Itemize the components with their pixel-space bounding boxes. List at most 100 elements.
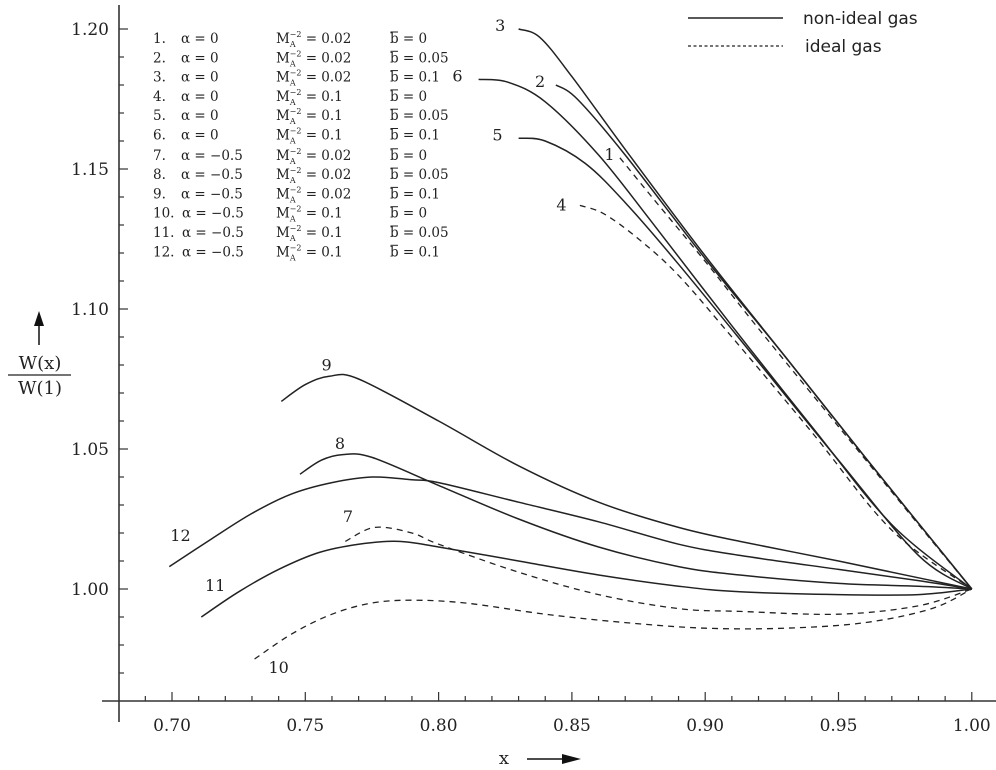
legend-label-ideal: ideal gas: [805, 37, 882, 57]
param-index: 9.: [153, 186, 166, 202]
param-row: 2. α = 0 MA−2 = 0.02 b = 0.05: [153, 49, 449, 68]
param-mach-value: = 0.02: [301, 50, 351, 66]
param-row: 8. α = −0.5 MA−2 = 0.02 b = 0.05: [153, 166, 449, 185]
param-mach: MA−2 = 0.1: [276, 127, 343, 146]
param-index: 10.: [153, 206, 174, 222]
param-mach-value: = 0.02: [301, 31, 351, 47]
curve-label-4: 4: [556, 195, 566, 214]
legend-label-non-ideal: non-ideal gas: [803, 9, 918, 29]
param-mach: MA−2 = 0.1: [276, 205, 343, 224]
param-b: b = 0.05: [390, 167, 449, 183]
param-index: 7.: [153, 148, 166, 164]
curve-label-7: 7: [343, 507, 353, 526]
y-tick-label: 1.00: [71, 580, 109, 600]
y-label-numerator: W(x): [19, 353, 62, 374]
param-mach-sub: A: [289, 215, 296, 224]
param-mach-value: = 0.1: [301, 206, 342, 222]
curve-8: [299, 453, 972, 590]
param-mach-sup: −2: [290, 185, 302, 194]
param-b: b = 0: [390, 31, 427, 47]
curve-label-9: 9: [322, 356, 332, 375]
param-mach: MA−2 = 0.1: [276, 224, 343, 243]
param-row: 11. α = −0.5 MA−2 = 0.1 b = 0.05: [153, 224, 449, 243]
y-tick-label: 1.20: [71, 20, 109, 40]
param-alpha: α = −0.5: [182, 244, 244, 260]
param-mach-sup: −2: [290, 205, 302, 214]
param-mach-sub: A: [289, 59, 296, 68]
param-mach-value: = 0.1: [301, 244, 342, 260]
curve-6: [478, 78, 973, 590]
param-mach-sup: −2: [290, 224, 302, 233]
param-mach-sub: A: [289, 157, 296, 166]
param-index: 1.: [153, 31, 166, 47]
curve-4: [579, 204, 973, 590]
param-mach: MA−2 = 0.1: [276, 107, 343, 126]
param-alpha: α = 0: [181, 128, 219, 144]
x-tick-label: 0.75: [286, 716, 324, 736]
param-b: b = 0.05: [390, 50, 449, 66]
curve-label-6: 6: [452, 67, 462, 86]
curve-11: [200, 540, 972, 618]
param-row: 7. α = −0.5 MA−2 = 0.02 b = 0: [153, 147, 427, 166]
param-alpha: α = −0.5: [182, 206, 244, 222]
param-row: 5. α = 0 MA−2 = 0.1 b = 0.05: [153, 107, 449, 126]
param-b: b = 0: [390, 89, 427, 105]
curve-label-2: 2: [535, 72, 545, 91]
curve-10: [254, 588, 973, 660]
parameter-table: 1. α = 0 MA−2 = 0.02 b = 0 2. α = 0 MA−2 = 0.0…: [153, 30, 449, 262]
param-mach-sup: −2: [290, 49, 302, 58]
param-alpha: α = 0: [181, 31, 219, 47]
curve-label-8: 8: [335, 434, 345, 453]
param-b: b = 0: [390, 148, 427, 164]
param-mach-value: = 0.02: [301, 167, 351, 183]
curve-label-11: 11: [205, 576, 225, 595]
param-row: 4. α = 0 MA−2 = 0.1 b = 0: [153, 88, 427, 107]
x-tick-label: 0.85: [553, 716, 591, 736]
param-mach-sup: −2: [290, 69, 302, 78]
param-alpha: α = 0: [181, 50, 219, 66]
param-b: b = 0.05: [390, 225, 449, 241]
x-tick-label: 0.95: [820, 716, 858, 736]
param-index: 12.: [153, 244, 174, 260]
param-mach-sup: −2: [290, 88, 302, 97]
y-tick-label: 1.05: [71, 440, 109, 460]
param-b: b = 0.1: [390, 244, 440, 260]
param-mach-value: = 0.1: [301, 108, 342, 124]
param-alpha: α = 0: [181, 70, 219, 86]
axes: 0.70 0.75 0.80 0.85 0.90 0.95 1.001.001.051.10…: [71, 5, 996, 736]
param-mach-sub: A: [289, 98, 296, 107]
param-mach-value: = 0.02: [301, 70, 351, 86]
param-alpha: α = −0.5: [182, 225, 244, 241]
y-tick-label: 1.15: [71, 160, 109, 180]
curve-label-1: 1: [604, 145, 614, 164]
param-index: 8.: [153, 167, 166, 183]
param-mach: MA−2 = 0.02: [276, 30, 351, 49]
x-tick-label: 0.80: [420, 716, 458, 736]
legend: non-ideal gas ideal gas: [688, 9, 918, 57]
y-tick-label: 1.10: [71, 300, 109, 320]
y-arrow-head-icon: [34, 311, 44, 326]
param-mach-sub: A: [289, 253, 296, 262]
param-mach-value: = 0.02: [301, 148, 351, 164]
param-row: 9. α = −0.5 MA−2 = 0.02 b = 0.1: [153, 185, 440, 204]
curve-label-3: 3: [495, 16, 505, 35]
param-b: b = 0.1: [390, 128, 440, 144]
curve-label-10: 10: [268, 658, 288, 677]
curve-label-12: 12: [170, 526, 190, 545]
param-index: 5.: [153, 108, 166, 124]
x-label: x: [499, 748, 509, 769]
param-b: b = 0.1: [390, 70, 440, 86]
param-row: 12. α = −0.5 MA−2 = 0.1 b = 0.1: [153, 243, 440, 262]
x-axis-title: x: [499, 748, 581, 769]
param-mach-sub: A: [289, 195, 296, 204]
param-row: 3. α = 0 MA−2 = 0.02 b = 0.1: [153, 69, 440, 88]
x-arrow-head-icon: [562, 754, 581, 764]
param-mach: MA−2 = 0.1: [276, 88, 343, 107]
param-mach: MA−2 = 0.02: [276, 69, 351, 88]
param-mach-sub: A: [289, 40, 296, 49]
curve-1: [619, 157, 973, 590]
param-index: 4.: [153, 89, 166, 105]
param-mach-sup: −2: [290, 30, 302, 39]
